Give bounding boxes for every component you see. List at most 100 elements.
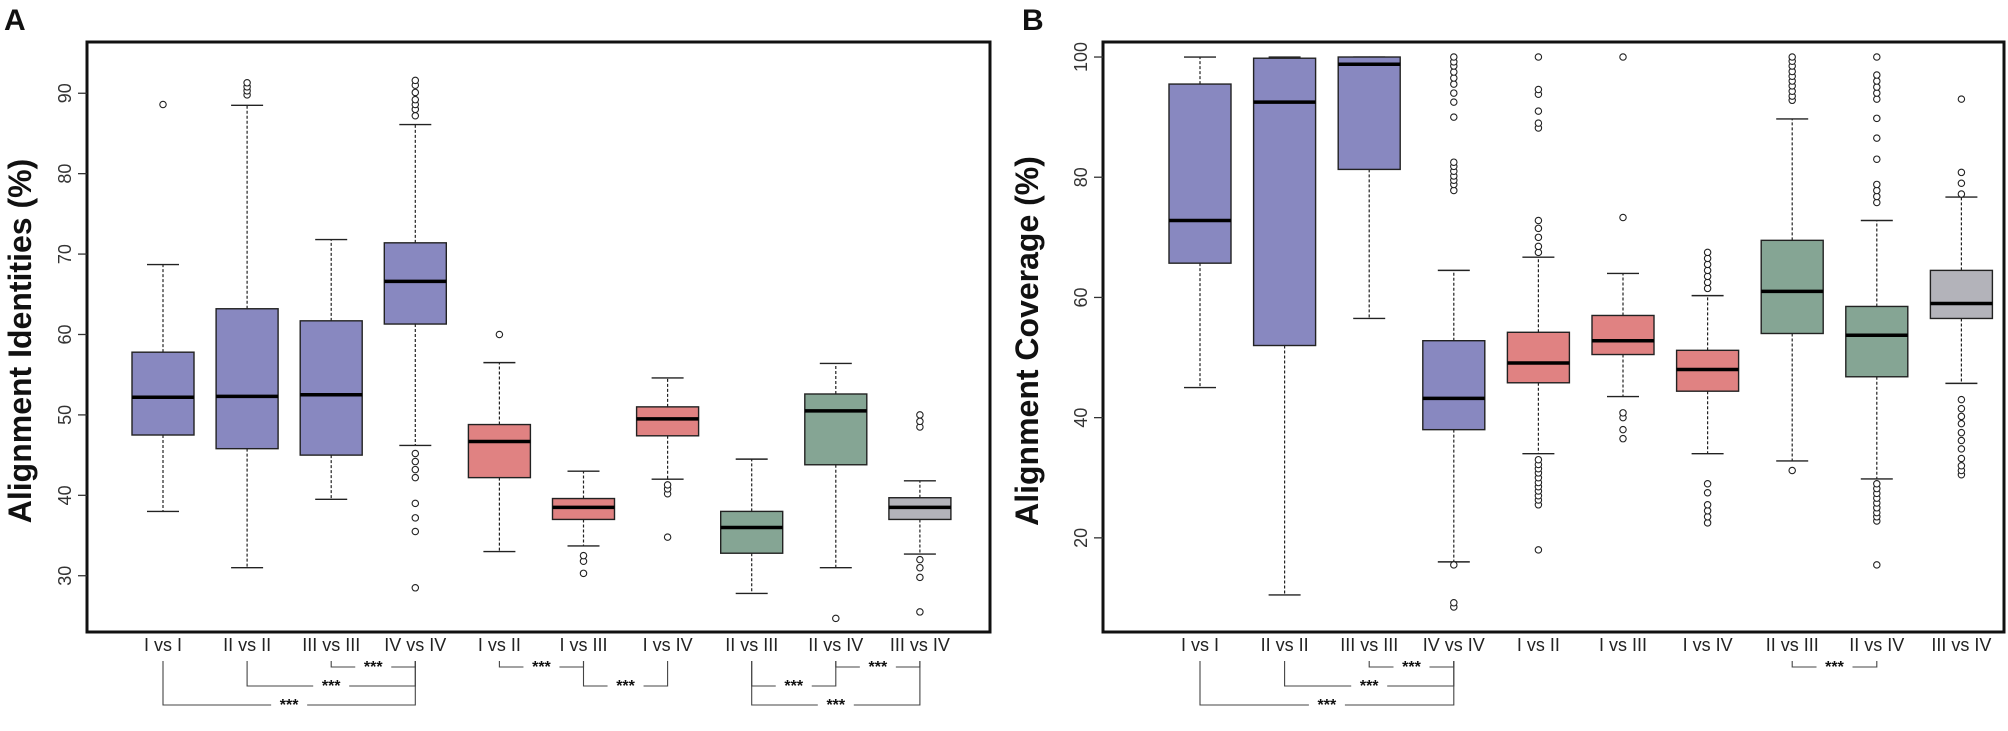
- category-label: II vs II: [223, 635, 271, 655]
- outlier-point: [411, 95, 420, 104]
- outlier-point: [1534, 119, 1543, 127]
- outlier-point: [1619, 409, 1627, 417]
- category-label: I vs II: [478, 635, 521, 655]
- category-label: I vs I: [1181, 635, 1219, 655]
- panel-b-letter: B: [1022, 4, 1044, 37]
- outlier-point: [1450, 98, 1458, 106]
- outlier-point: [1534, 248, 1543, 257]
- outlier-point: [1873, 114, 1881, 123]
- significance-label: ***: [1825, 659, 1844, 676]
- outlier-point: [1450, 53, 1458, 61]
- outlier-point: [1619, 434, 1627, 443]
- significance-label-bg: [1816, 658, 1853, 672]
- outlier-point: [411, 449, 420, 458]
- outlier-point: [1450, 599, 1458, 607]
- outlier-point: [1703, 254, 1712, 263]
- outlier-point: [1703, 284, 1712, 293]
- outlier-point: [1873, 95, 1881, 103]
- significance-label: ***: [1318, 697, 1337, 714]
- outlier-point: [916, 573, 924, 582]
- significance-label: ***: [322, 678, 341, 695]
- significance-label: ***: [826, 697, 845, 714]
- outlier-point: [159, 100, 167, 109]
- outlier-point: [411, 112, 420, 120]
- outlier-point: [1873, 186, 1881, 195]
- outlier-point: [1619, 213, 1627, 222]
- significance-label-bg: [1393, 658, 1430, 672]
- box: [1929, 269, 1994, 320]
- outlier-point: [916, 563, 924, 572]
- outlier-point: [1873, 134, 1881, 142]
- y-tick-label: 90: [55, 83, 75, 103]
- outlier-point: [1873, 53, 1881, 61]
- category-label: I vs I: [144, 635, 182, 655]
- category-label: II vs III: [1766, 635, 1819, 655]
- outlier-point: [411, 457, 420, 466]
- significance-label: ***: [364, 659, 383, 676]
- category-label: II vs II: [1261, 635, 1309, 655]
- outlier-point: [663, 533, 672, 541]
- box: [1168, 83, 1232, 264]
- significance-label-bg: [775, 677, 812, 691]
- box: [383, 242, 447, 325]
- outlier-point: [1957, 412, 1966, 421]
- box: [299, 320, 363, 456]
- outlier-point: [1450, 561, 1458, 569]
- outlier-point: [1957, 419, 1966, 428]
- outlier-point: [1450, 89, 1458, 97]
- box: [1337, 56, 1401, 171]
- significance-label-bg: [271, 696, 308, 710]
- outlier-point: [1873, 180, 1881, 189]
- outlier-point: [1534, 216, 1543, 225]
- outlier-point: [1534, 455, 1543, 464]
- outlier-point: [1957, 168, 1966, 177]
- significance-label: ***: [784, 678, 803, 695]
- category-label: IV vs IV: [384, 635, 446, 655]
- outlier-point: [832, 614, 840, 623]
- y-tick-label: 40: [1071, 408, 1091, 428]
- outlier-point: [411, 584, 420, 592]
- box: [1506, 331, 1571, 384]
- y-tick-label: 80: [55, 164, 75, 184]
- outlier-point: [411, 527, 420, 536]
- outlier-point: [1703, 480, 1712, 488]
- panel-b-y-axis-label: Alignment Coverage (%): [1009, 156, 1045, 526]
- y-tick-label: 60: [1071, 287, 1091, 307]
- outlier-point: [1534, 224, 1543, 233]
- significance-label-bg: [817, 696, 854, 710]
- panel-a: A Alignment Identities (%) 30 40 50 60 70 80 9…: [2, 4, 992, 714]
- significance-label-bg: [355, 658, 392, 672]
- significance-label: ***: [532, 659, 551, 676]
- category-label: III vs IV: [1931, 635, 1991, 655]
- outlier-point: [1957, 445, 1966, 453]
- outlier-point: [1703, 272, 1712, 281]
- outlier-point: [1873, 83, 1881, 91]
- panel-a-plot-frame: [85, 40, 992, 634]
- outlier-point: [916, 411, 924, 419]
- significance-label-bg: [1351, 677, 1388, 691]
- outlier-point: [1957, 428, 1966, 437]
- outlier-point: [1450, 68, 1458, 76]
- category-label: I vs IV: [1683, 635, 1733, 655]
- outlier-point: [1703, 260, 1712, 269]
- outlier-point: [916, 555, 924, 564]
- panel-a-y-axis-label: Alignment Identities (%): [2, 159, 38, 523]
- outlier-point: [1450, 158, 1458, 166]
- box: [131, 351, 195, 436]
- outlier-point: [1703, 501, 1712, 509]
- y-tick-label: 20: [1071, 528, 1091, 548]
- outlier-point: [916, 608, 924, 616]
- outlier-point: [1534, 242, 1543, 251]
- outlier-point: [411, 514, 420, 522]
- outlier-point: [1450, 186, 1458, 195]
- outlier-point: [579, 569, 588, 578]
- box: [1760, 239, 1824, 335]
- outlier-point: [1703, 266, 1712, 275]
- outlier-point: [1873, 480, 1881, 488]
- outlier-point: [1534, 233, 1543, 242]
- outlier-point: [1619, 53, 1627, 61]
- box: [635, 406, 700, 437]
- outlier-point: [1873, 89, 1881, 97]
- outlier-point: [411, 473, 420, 482]
